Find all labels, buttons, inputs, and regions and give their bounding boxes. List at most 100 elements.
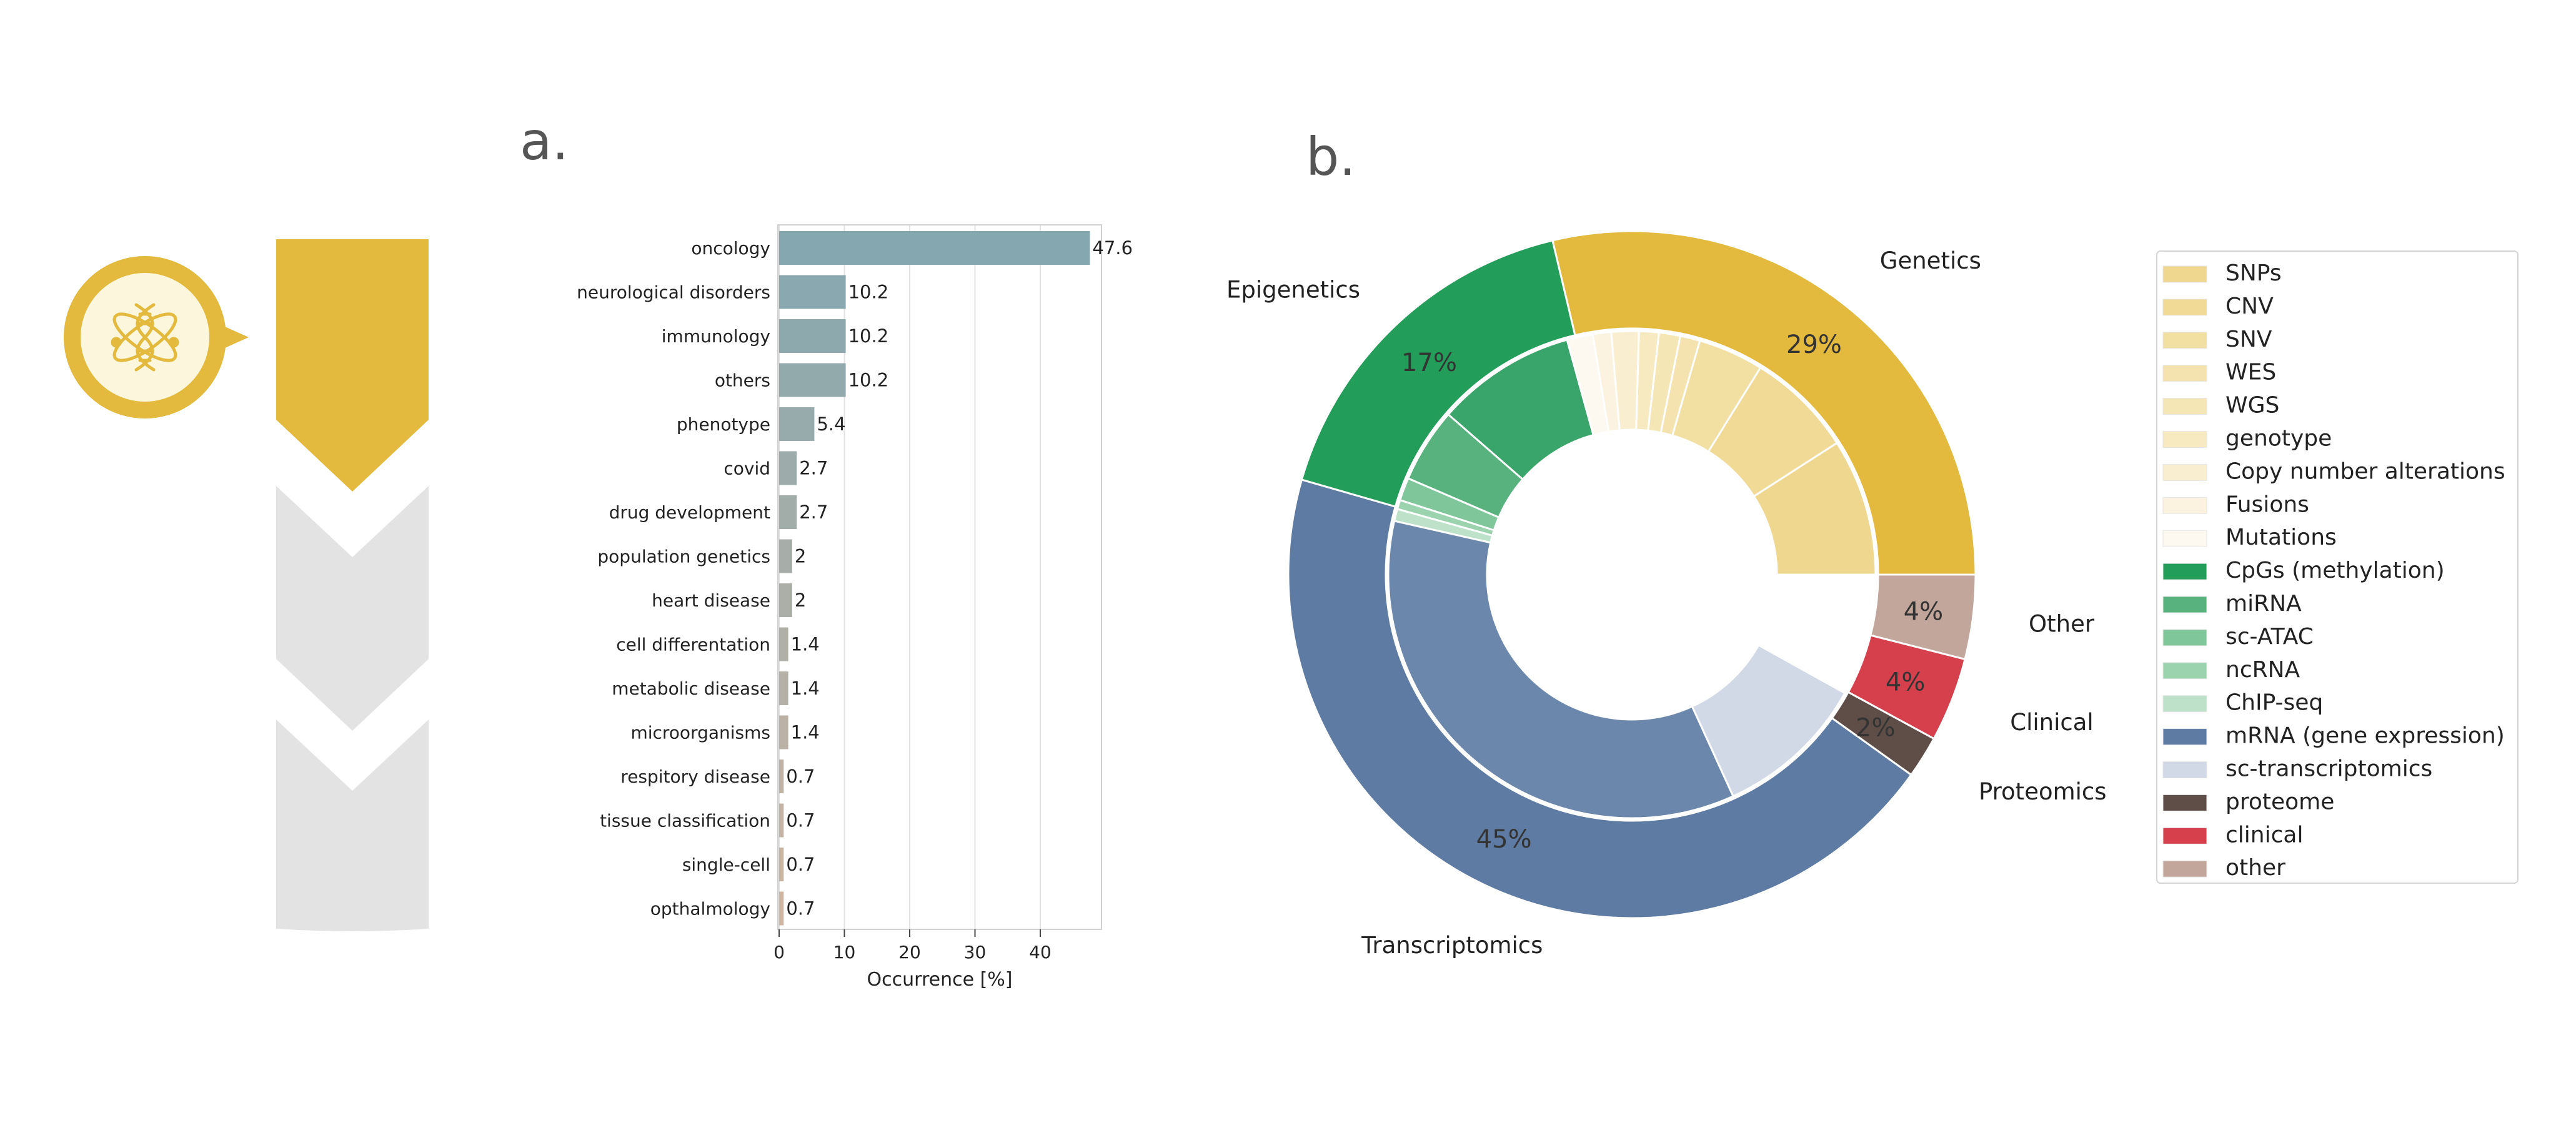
- legend-label: clinical: [2225, 822, 2303, 848]
- bar-category-label: opthalmology: [650, 899, 770, 919]
- bar-category-label: metabolic disease: [612, 678, 770, 699]
- donut-category-label: Clinical: [2010, 709, 2093, 736]
- panel-a-label: a.: [520, 111, 569, 172]
- bar-category-label: tissue classification: [600, 811, 770, 831]
- legend-swatch: [2162, 365, 2207, 382]
- donut-inner-ring: [1387, 330, 1877, 819]
- bar: [779, 760, 784, 793]
- bar-value-label: 2.7: [799, 502, 828, 523]
- bar: [779, 891, 784, 926]
- legend-label: Fusions: [2225, 492, 2309, 517]
- donut-category-label: Transcriptomics: [1361, 932, 1543, 959]
- bar-value-label: 5.4: [817, 413, 845, 435]
- bar-x-tick-label: 30: [964, 942, 987, 962]
- donut-outer-wedge: [1869, 573, 1977, 661]
- bar: [779, 319, 846, 353]
- legend-label: CpGs (methylation): [2225, 558, 2445, 583]
- bar-category-label: cell differentation: [616, 635, 770, 655]
- donut-outer-ring: [1287, 230, 1977, 919]
- bar-x-tick-label: 40: [1029, 942, 1052, 962]
- bar-x-tick-label: 20: [898, 942, 921, 962]
- donut-category-label: Other: [2029, 610, 2095, 637]
- bar-value-label: 1.4: [791, 722, 820, 743]
- legend-swatch: [2162, 827, 2207, 844]
- bar-category-label: single-cell: [682, 854, 770, 875]
- legend-label: WGS: [2225, 393, 2279, 418]
- donut-percent-label: 29%: [1786, 330, 1842, 359]
- bar: [779, 495, 797, 529]
- legend-items: SNPs CNV SNV WES WGS genotype Copy number alte…: [2162, 260, 2505, 881]
- legend-swatch: [2162, 794, 2207, 811]
- donut-category-label: Proteomics: [1979, 778, 2107, 805]
- donut-category-label: Epigenetics: [1226, 276, 1360, 303]
- bar-category-labels: oncology neurological disorders immunology…: [577, 238, 770, 919]
- chart-legend: SNPs CNV SNV WES WGS genotype Copy number alte…: [2156, 250, 2519, 884]
- legend-frame: [2156, 250, 2519, 884]
- bar-value-labels: 47.6 10.2 10.2 10.2 5.4 2.7 2.7 2 2 1.4 1.4 1.4 0.7 0…: [786, 237, 1133, 919]
- legend-swatch: [2162, 728, 2207, 746]
- donut-inner-wedge: [1757, 573, 1877, 695]
- bar: [779, 407, 815, 441]
- donut-category-labels: Genetics Epigenetics Transcriptomics Proteo…: [1226, 247, 2107, 959]
- legend-label: SNPs: [2225, 260, 2282, 286]
- legend-label: miRNA: [2225, 591, 2302, 616]
- legend-swatch: [2162, 860, 2207, 878]
- bar-value-label: 10.2: [848, 370, 889, 391]
- bar: [779, 275, 846, 309]
- bar: [779, 583, 792, 617]
- legend-label: ncRNA: [2225, 657, 2300, 683]
- legend-label: CNV: [2225, 294, 2274, 319]
- step-chevron-active: [276, 239, 429, 492]
- donut-percent-labels: 29% 17% 45% 2% 4% 4%: [1401, 330, 1943, 854]
- legend-label: mRNA (gene expression): [2225, 723, 2505, 749]
- bar: [779, 848, 784, 881]
- bar: [779, 803, 784, 838]
- bar-category-label: respitory disease: [620, 766, 770, 787]
- bar-x-tick-labels: 0 10 20 30 40: [773, 929, 1052, 962]
- bar-value-label: 2: [795, 590, 806, 611]
- bar: [779, 451, 797, 485]
- legend-label: sc-ATAC: [2225, 624, 2314, 650]
- donut-category-label: Genetics: [1880, 247, 1981, 274]
- legend-swatch: [2162, 629, 2207, 646]
- donut-outer-wedge: [1287, 478, 1913, 919]
- bar: [779, 363, 846, 397]
- bar-value-label: 0.7: [786, 854, 815, 875]
- bar-axes-frame: [777, 224, 1102, 930]
- bar-value-label: 1.4: [791, 634, 820, 655]
- bar: [779, 539, 792, 573]
- workflow-schematic: [64, 239, 429, 931]
- bar-category-label: microorganisms: [630, 723, 770, 743]
- bar-x-tick-label: 10: [833, 942, 856, 962]
- step-chevron-3: [276, 720, 429, 931]
- legend-swatch: [2162, 662, 2207, 680]
- legend-swatch: [2162, 265, 2207, 283]
- legend-swatch: [2162, 695, 2207, 713]
- legend-label: WES: [2225, 360, 2276, 385]
- legend-swatch: [2162, 530, 2207, 547]
- bar-value-label: 2.7: [799, 458, 828, 479]
- bar-category-label: drug development: [609, 502, 770, 523]
- donut-percent-label: 45%: [1476, 825, 1532, 854]
- bar-category-label: oncology: [691, 238, 770, 259]
- bar-value-label: 0.7: [786, 810, 815, 831]
- bar-x-tick-label: 0: [773, 942, 785, 962]
- legend-swatch: [2162, 563, 2207, 580]
- legend-swatch: [2162, 398, 2207, 415]
- donut-percent-label: 17%: [1401, 349, 1457, 377]
- legend-swatch: [2162, 431, 2207, 448]
- bar-category-label: immunology: [662, 326, 770, 347]
- step-chevron-2: [276, 486, 429, 731]
- legend-label: sc-transcriptomics: [2225, 756, 2432, 782]
- legend-label: other: [2225, 855, 2285, 881]
- bar-value-label: 47.6: [1092, 237, 1133, 259]
- legend-swatch: [2162, 596, 2207, 613]
- bar-category-label: others: [715, 370, 770, 391]
- legend-swatch: [2162, 761, 2207, 778]
- donut-outer-wedge: [1551, 230, 1977, 576]
- legend-swatch: [2162, 332, 2207, 349]
- bar-category-label: population genetics: [597, 547, 770, 567]
- legend-label: Copy number alterations: [2225, 458, 2505, 484]
- panel-b-label: b.: [1306, 126, 1356, 187]
- bar-value-label: 0.7: [786, 898, 815, 919]
